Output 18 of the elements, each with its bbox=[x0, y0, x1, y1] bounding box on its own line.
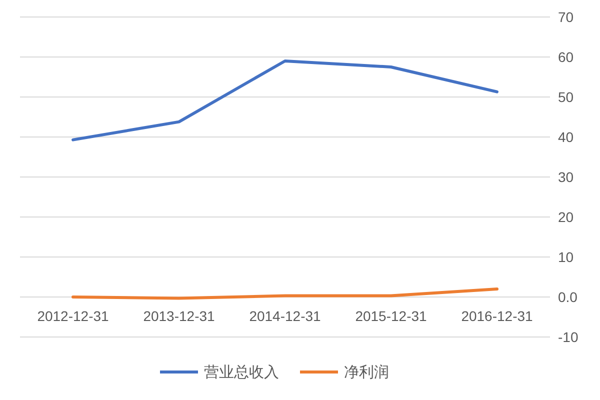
y-tick-label: 60 bbox=[558, 49, 574, 65]
y-tick-label: 20 bbox=[558, 209, 574, 225]
x-tick-label: 2012-12-31 bbox=[37, 308, 110, 324]
line-series bbox=[72, 60, 498, 142]
x-tick-label: 2014-12-31 bbox=[249, 308, 322, 324]
legend-label: 净利润 bbox=[344, 364, 389, 381]
line-series bbox=[72, 288, 498, 300]
x-tick-label: 2016-12-31 bbox=[461, 308, 534, 324]
y-tick-label: 10 bbox=[558, 249, 574, 265]
y-tick-label: 70 bbox=[558, 9, 574, 25]
y-tick-label: -10 bbox=[558, 329, 578, 345]
x-tick-label: 2013-12-31 bbox=[143, 308, 216, 324]
x-tick-label: 2015-12-31 bbox=[355, 308, 428, 324]
y-tick-label: 50 bbox=[558, 89, 574, 105]
y-tick-label: 30 bbox=[558, 169, 574, 185]
y-tick-label: 40 bbox=[558, 129, 574, 145]
legend-label: 营业总收入 bbox=[204, 364, 279, 381]
y-tick-label: 0.0 bbox=[558, 289, 578, 305]
